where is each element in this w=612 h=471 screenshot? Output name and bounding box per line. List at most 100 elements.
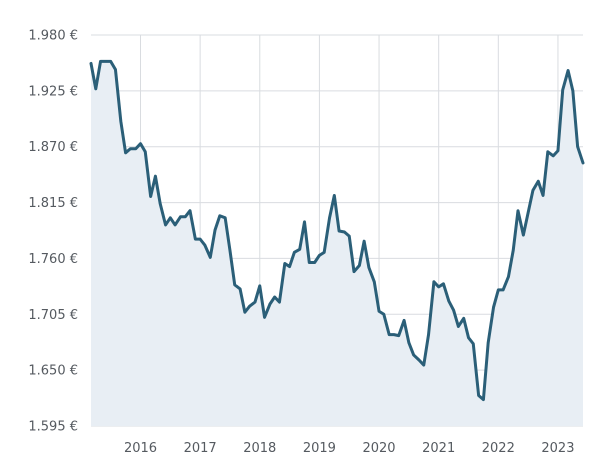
y-tick-label-2: 1.870 € [28, 140, 78, 155]
data-point-5 [114, 68, 117, 71]
data-point-23 [203, 244, 207, 247]
x-tick-label-2021: 2021 [422, 441, 455, 456]
data-point-66 [417, 358, 421, 362]
data-point-11 [144, 150, 147, 153]
data-point-9 [134, 147, 137, 150]
data-point-44 [308, 261, 311, 264]
y-tick-label-3: 1.815 € [28, 196, 78, 211]
data-point-12 [149, 195, 152, 198]
data-point-65 [412, 353, 415, 357]
data-point-47 [322, 251, 326, 254]
data-point-93 [551, 154, 555, 158]
data-point-37 [273, 295, 276, 299]
data-point-32 [248, 304, 251, 308]
data-point-72 [447, 299, 451, 303]
x-tick-label-2023: 2023 [541, 441, 574, 456]
data-point-39 [283, 262, 287, 265]
data-point-92 [546, 150, 550, 153]
data-point-27 [223, 216, 227, 220]
x-axis-labels: 2016 2017 2018 2019 2020 2021 2022 2023 [124, 441, 575, 456]
data-point-62 [397, 334, 400, 337]
data-point-15 [164, 223, 167, 227]
data-point-88 [526, 211, 530, 214]
data-point-73 [452, 309, 455, 312]
data-point-35 [263, 316, 266, 319]
y-axis-labels: 1.980 € 1.925 € 1.870 € 1.815 € 1.760 € 1.705… [28, 29, 78, 435]
data-point-91 [541, 194, 545, 197]
y-tick-label-5: 1.705 € [28, 308, 78, 323]
data-point-43 [303, 220, 306, 224]
data-point-84 [507, 275, 510, 278]
data-point-70 [437, 285, 440, 289]
data-point-87 [522, 233, 525, 237]
x-tick-label-2019: 2019 [303, 441, 336, 456]
x-grid [139, 35, 559, 426]
x-tick-label-2020: 2020 [362, 441, 395, 456]
data-point-16 [169, 216, 172, 220]
data-point-51 [343, 230, 346, 234]
data-point-96 [566, 69, 570, 72]
data-point-99 [581, 161, 585, 165]
data-point-34 [258, 284, 261, 288]
data-point-28 [228, 249, 232, 252]
data-point-45 [313, 261, 316, 264]
y-tick-label-6: 1.650 € [28, 364, 78, 379]
data-point-68 [427, 333, 430, 336]
data-point-0 [89, 62, 93, 65]
data-point-53 [352, 270, 356, 273]
data-point-14 [158, 202, 162, 205]
data-point-95 [561, 88, 564, 92]
data-point-41 [293, 251, 296, 254]
data-point-78 [477, 394, 480, 397]
data-point-79 [482, 398, 485, 401]
data-point-94 [556, 149, 560, 152]
data-point-98 [576, 145, 579, 148]
data-point-6 [119, 120, 123, 123]
data-point-25 [213, 228, 217, 232]
data-point-67 [422, 363, 425, 367]
data-point-74 [457, 325, 460, 328]
data-point-71 [442, 282, 445, 286]
data-point-97 [571, 89, 575, 93]
data-point-4 [109, 60, 112, 63]
data-point-3 [104, 60, 108, 63]
data-point-89 [531, 189, 535, 192]
data-point-59 [382, 313, 386, 316]
data-point-13 [154, 174, 157, 178]
data-point-86 [516, 209, 520, 212]
data-point-60 [387, 333, 391, 336]
data-point-61 [392, 333, 396, 336]
data-point-8 [129, 147, 132, 150]
data-point-17 [173, 223, 177, 227]
data-point-90 [537, 180, 540, 183]
data-point-83 [501, 288, 505, 292]
data-point-77 [472, 342, 475, 345]
data-point-80 [486, 341, 490, 344]
data-point-63 [402, 319, 406, 322]
data-point-31 [243, 311, 247, 314]
data-point-85 [512, 249, 515, 252]
data-point-58 [377, 310, 381, 313]
data-point-82 [497, 288, 500, 292]
series-points [89, 60, 585, 401]
data-point-18 [179, 215, 182, 218]
data-point-38 [278, 300, 281, 304]
x-tick-label-2017: 2017 [184, 441, 217, 456]
data-point-64 [407, 341, 411, 344]
data-point-46 [318, 254, 321, 257]
data-point-50 [337, 229, 341, 233]
data-point-19 [184, 215, 187, 218]
data-point-56 [367, 266, 371, 269]
data-point-1 [94, 87, 97, 91]
area-fill [91, 61, 583, 426]
data-point-22 [198, 237, 202, 241]
data-point-75 [462, 317, 465, 320]
y-tick-label-4: 1.760 € [28, 252, 78, 267]
data-point-57 [373, 280, 376, 283]
data-point-24 [209, 256, 212, 259]
data-point-55 [362, 239, 366, 243]
data-point-42 [298, 248, 301, 251]
data-point-76 [467, 336, 470, 339]
data-point-54 [358, 264, 361, 267]
